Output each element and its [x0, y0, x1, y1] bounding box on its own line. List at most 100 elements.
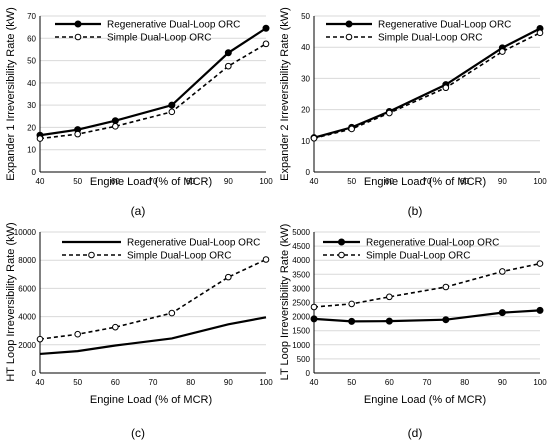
data-point: [386, 293, 393, 301]
x-tick-label: 50: [347, 378, 356, 387]
y-tick-label: 0: [306, 369, 311, 378]
data-point: [262, 24, 270, 32]
x-tick-label: 100: [259, 378, 273, 387]
y-tick-label: 0: [32, 369, 37, 378]
series-line-simple: [313, 262, 541, 308]
data-point: [168, 309, 176, 317]
x-tick-label: 80: [460, 378, 469, 387]
x-tick-label: 80: [460, 177, 469, 186]
data-point: [348, 300, 355, 308]
y-tick-label: 3500: [292, 270, 310, 279]
x-tick-label: 50: [73, 177, 82, 186]
data-point: [348, 125, 355, 133]
chart-panel-a: 0 10 20 30 40 50 60 70 40 50 60 70 80 90 100 Regenerati…: [5, 7, 273, 218]
y-tick-label: 50: [301, 12, 310, 21]
series-line-regenerative: [313, 309, 541, 323]
y-tick-label: 2000: [18, 341, 36, 350]
legend-label: Regenerative Dual-Loop ORC: [127, 238, 260, 249]
y-axis-label: HT Loop Irreversibility Rate (kW): [5, 222, 17, 381]
y-tick-label: 8000: [18, 256, 36, 265]
chart-panel-d: 0 500 1000 1500 2000 2500 3000 3500 4000 4500 5000…: [279, 224, 547, 440]
data-point: [499, 48, 506, 55]
y-tick-label: 10: [27, 146, 36, 155]
y-axis-label: Expander 1 Irreversibility Rate (kW): [5, 7, 17, 181]
y-tick-label: 40: [301, 43, 310, 52]
x-tick-label: 80: [186, 378, 195, 387]
legend-label: Regenerative Dual-Loop ORC: [378, 20, 511, 31]
x-tick-label: 60: [385, 378, 394, 387]
x-tick-label: 70: [423, 378, 432, 387]
data-point: [225, 62, 232, 70]
x-tick-label: 60: [385, 177, 394, 186]
series-line-simple: [39, 43, 267, 140]
data-point: [536, 29, 544, 37]
panel-label: (c): [131, 426, 145, 440]
y-tick-label: 5000: [292, 228, 310, 237]
y-tick-label: 2500: [292, 299, 310, 308]
data-point: [498, 309, 506, 317]
x-axis-label: Engine Load (% of MCR): [364, 394, 486, 406]
data-point: [262, 256, 270, 263]
legend-marker: [338, 251, 345, 259]
y-tick-label: 30: [301, 74, 310, 83]
y-tick-label: 20: [301, 106, 310, 115]
y-tick-label: 1500: [292, 327, 310, 336]
y-tick-label: 4000: [292, 256, 310, 265]
y-tick-label: 2000: [292, 313, 310, 322]
series-line-simple: [313, 32, 541, 140]
y-tick-label: 1000: [292, 341, 310, 350]
series-line-simple: [39, 258, 267, 340]
data-point: [310, 135, 318, 142]
x-tick-label: 60: [111, 177, 120, 186]
x-tick-label: 40: [310, 177, 319, 186]
x-tick-label: 100: [259, 177, 273, 186]
y-tick-label: 4000: [18, 313, 36, 322]
x-tick-label: 90: [498, 378, 507, 387]
series-line-regenerative: [39, 316, 267, 356]
data-point: [74, 330, 81, 338]
panel-label: (d): [408, 426, 423, 440]
x-tick-label: 40: [310, 378, 319, 387]
legend-label: Simple Dual-Loop ORC: [107, 33, 212, 44]
data-point: [112, 123, 119, 130]
data-point: [225, 273, 232, 281]
data-point: [168, 101, 176, 109]
x-tick-label: 70: [149, 177, 158, 186]
x-tick-label: 100: [533, 378, 547, 387]
legend-label: Regenerative Dual-Loop ORC: [366, 238, 499, 249]
y-tick-label: 30: [27, 101, 36, 110]
series-line-regenerative: [39, 27, 267, 137]
y-tick-label: 0: [306, 168, 311, 177]
data-point: [36, 135, 44, 142]
y-tick-label: 20: [27, 123, 36, 132]
data-point: [262, 40, 270, 48]
y-tick-label: 40: [27, 79, 36, 88]
data-point: [386, 109, 393, 117]
data-point: [36, 335, 44, 343]
y-tick-label: 10000: [14, 228, 37, 237]
x-tick-label: 70: [149, 378, 158, 387]
y-tick-label: 6000: [18, 284, 36, 293]
y-axis-label: Expander 2 Irreversibility Rate (kW): [279, 7, 291, 181]
x-tick-label: 50: [73, 378, 82, 387]
data-point: [442, 283, 450, 291]
legend-label: Simple Dual-Loop ORC: [378, 33, 483, 44]
chart-panel-c: 0 2000 4000 6000 8000 10000 40 50 60 70 80 90 100 Reg…: [5, 222, 273, 440]
data-point: [74, 130, 81, 138]
legend-marker: [345, 33, 353, 41]
chart-panel-b: 0 10 20 30 40 50 40 50 60 70 80 90 100 Regenerative D…: [279, 7, 547, 218]
x-tick-label: 60: [111, 378, 120, 387]
data-point: [442, 84, 450, 92]
y-tick-label: 3000: [292, 284, 310, 293]
panel-label: (b): [408, 204, 423, 218]
y-tick-label: 4500: [292, 242, 310, 251]
x-axis-label: Engine Load (% of MCR): [90, 176, 212, 188]
data-point: [224, 49, 232, 57]
data-point: [112, 323, 119, 331]
x-tick-label: 90: [224, 177, 233, 186]
panel-label: (a): [131, 204, 146, 218]
x-tick-label: 50: [347, 177, 356, 186]
legend-marker: [74, 33, 82, 41]
legend-label: Simple Dual-Loop ORC: [127, 251, 232, 262]
